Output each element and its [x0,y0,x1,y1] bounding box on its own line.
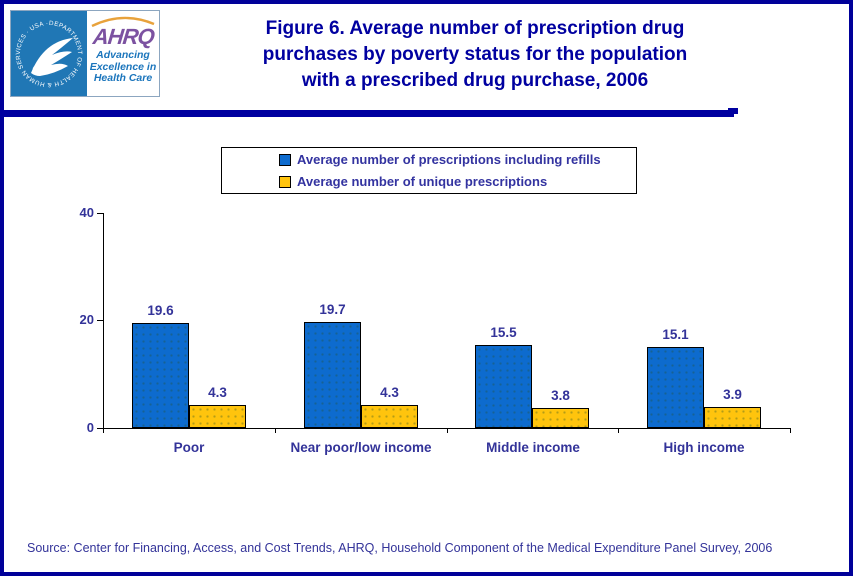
ahrq-tagline: Advancing Excellence in Health Care [89,49,157,85]
y-tick-label: 20 [79,312,94,327]
bar-value-label: 3.8 [551,388,570,403]
category-label: Poor [173,440,205,455]
x-tick [790,428,791,433]
tagline-line: Health Care [93,72,153,84]
y-tick-label: 0 [86,420,94,435]
tagline-line: Excellence in [89,60,157,73]
x-tick [447,428,448,433]
legend-label-unique: Average number of unique prescriptions [297,174,548,189]
bar [189,405,246,428]
bar [475,345,532,428]
title-line-2: purchases by poverty status for the popu… [262,44,688,65]
ahrq-logo: DEPARTMENT OF HEALTH & HUMAN SERVICES · … [10,10,160,97]
source-note: Source: Center for Financing, Access, an… [27,541,773,555]
ahrq-wordmark: AHRQ Advancing Excellence in Health Care [87,11,159,96]
header-divider [0,110,734,117]
category-label: High income [663,440,745,455]
legend-swatch-refills [279,153,291,166]
bar [532,408,589,428]
y-tick [97,320,103,321]
bar [704,407,761,428]
header-divider-end [728,108,738,114]
category-label: Near poor/low income [290,440,432,455]
figure-title: Figure 6. Average number of prescription… [165,16,785,94]
title-line-3: with a prescribed drug purchase, 2006 [301,70,649,91]
ahrq-arc-icon [91,16,155,27]
chart-legend: Average number of prescriptions includin… [221,147,637,194]
bar-value-label: 19.6 [147,303,174,318]
bar [132,323,189,428]
title-line-1: Figure 6. Average number of prescription… [265,18,685,39]
eagle-glyph [31,38,73,76]
legend-item-unique: Average number of unique prescriptions [279,174,636,189]
bar-value-label: 4.3 [208,385,227,400]
bar-value-label: 3.9 [723,387,742,402]
bar-value-label: 4.3 [380,385,399,400]
y-tick-label: 40 [79,205,94,220]
y-tick [97,428,103,429]
bar-value-label: 19.7 [319,302,346,317]
x-tick [618,428,619,433]
bar [361,405,418,428]
bar-value-label: 15.5 [490,325,517,340]
y-tick [97,213,103,214]
legend-label-refills: Average number of prescriptions includin… [297,152,601,167]
tagline-line: Advancing [96,49,150,61]
x-tick [103,428,104,433]
hhs-seal-icon: DEPARTMENT OF HEALTH & HUMAN SERVICES · … [11,11,87,96]
bar [304,322,361,428]
ahrq-acronym: AHRQ [91,24,155,49]
y-axis [103,213,104,429]
legend-swatch-unique [279,175,291,188]
category-label: Middle income [486,440,580,455]
bar-value-label: 15.1 [662,327,689,342]
x-tick [275,428,276,433]
bar [647,347,704,428]
legend-item-refills: Average number of prescriptions includin… [279,152,636,167]
